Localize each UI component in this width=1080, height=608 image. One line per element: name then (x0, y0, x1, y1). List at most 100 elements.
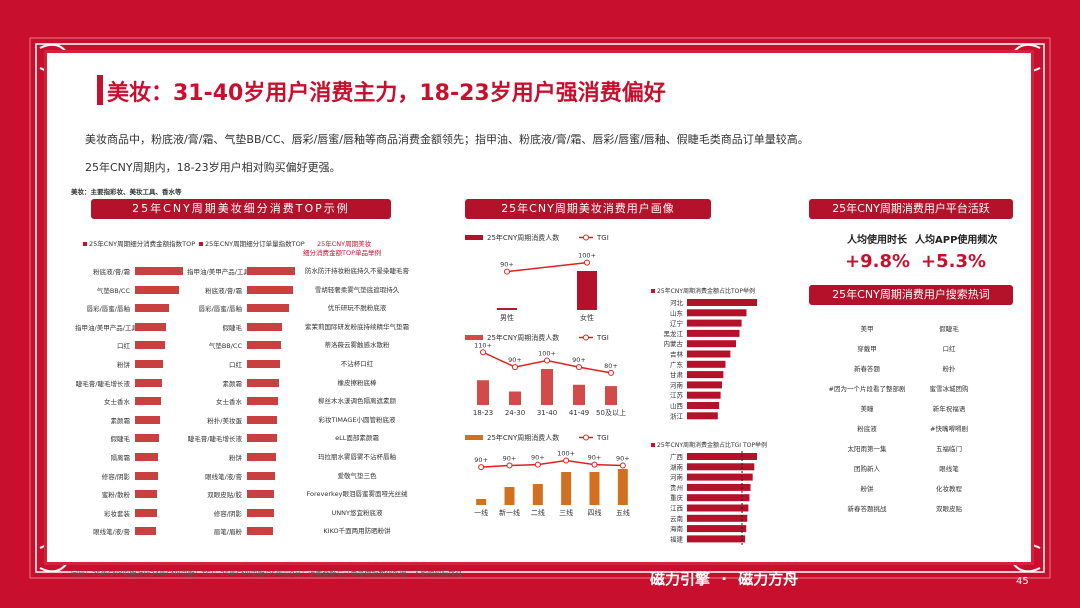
bar (247, 341, 281, 350)
bar (687, 412, 718, 420)
bar (561, 472, 572, 505)
tgi-point (563, 457, 570, 464)
bar (135, 508, 157, 517)
legend-marker (583, 334, 589, 341)
tick-label: 云南 (670, 514, 684, 523)
tgi-point (506, 462, 513, 469)
single-item: 橡皮擦粉底棒 (337, 378, 377, 387)
bar (247, 415, 278, 424)
bar-label: 睫毛膏/睫毛增长液 (75, 379, 130, 388)
data-label: 100+ (557, 450, 575, 458)
data-label: 100+ (538, 350, 556, 358)
single-item: Foreverkey眼泪唇蜜雾面哑光丝绒 (306, 490, 408, 499)
bar (687, 402, 720, 409)
legend-marker (583, 434, 589, 441)
tick-label: 山西 (670, 401, 684, 410)
page-number: 45 (1016, 576, 1029, 587)
bar-label: 气垫BB/CC (96, 286, 130, 295)
bar (687, 350, 731, 358)
single-item: 防水防汗持妆粉底持久不晕染睫毛膏 (305, 267, 409, 275)
brand-dot: · (721, 570, 727, 588)
single-item: 紫茉莉国际研发粉底持续精华气垫霜 (305, 322, 409, 331)
bar (247, 490, 275, 499)
bar (135, 397, 161, 406)
legend-swatch (651, 289, 655, 293)
single-item: UNNY悠宜粉底液 (331, 508, 383, 517)
tgi-line (481, 459, 623, 468)
section-header-left: 25年CNY周期美妆细分消费TOP示例 (91, 199, 391, 219)
legend-label: TGI (596, 334, 609, 342)
bar-label: 粉底液/膏/霜 (205, 286, 242, 295)
hot-word: 团购新人 (854, 465, 880, 473)
tick-label: 50及以上 (596, 408, 626, 417)
kpi-label-time: 人均使用时长 (847, 235, 907, 246)
tick-label: 二线 (531, 508, 545, 517)
data-label: 90+ (572, 356, 586, 364)
data-label: 90+ (500, 261, 514, 269)
hot-word: 穿戴甲 (857, 345, 877, 353)
tick-label: 18-23 (473, 409, 493, 417)
tick-label: 甘肃 (670, 370, 684, 379)
bar (687, 473, 753, 481)
bar (135, 322, 167, 331)
data-label: 80+ (604, 362, 618, 370)
single-item: 爱敬气垫三色 (337, 471, 377, 480)
bar-label: 眼线笔/液/膏 (205, 472, 242, 481)
intro-text-1: 美妆商品中，粉底液/膏/霜、气垫BB/CC、唇彩/唇蜜/唇釉等商品消费金额领先；… (85, 133, 809, 146)
hot-word: 化妆教程 (936, 485, 962, 493)
bar-label: 女士香水 (216, 398, 242, 407)
single-item: 玛拉丽水雾唇雾不沾杯唇釉 (318, 453, 396, 461)
kpi-label-freq: 人均APP使用频次 (915, 235, 998, 246)
hot-word: 假睫毛 (939, 325, 959, 333)
footer-note: 同比：25年CNY周期对比24年CNY周期；TGI：25年CNY周期/25年前9… (71, 570, 463, 578)
bar (573, 384, 585, 405)
bar (247, 360, 280, 368)
single-item: 不沾杯口红 (340, 360, 374, 368)
chart-title: 25年CNY周期消费金额占比TOP举例 (657, 287, 755, 295)
tick-label: 五线 (616, 508, 630, 517)
tgi-point (584, 259, 590, 266)
tick-label: 24-30 (505, 409, 525, 417)
slide-content: 美妆：31-40岁用户消费主力，18-23岁用户强消费偏好 美妆商品中，粉底液/… (44, 50, 1034, 578)
bar-label: 假睫毛 (222, 323, 243, 332)
single-item: 柳丝木水漾调色隔离遮素颜 (318, 397, 396, 406)
tick-label: 海南 (670, 524, 684, 533)
section-header-mid: 25年CNY周期美妆消费用户画像 (465, 199, 711, 219)
bar-label: 粉底液/膏/霜 (93, 268, 130, 276)
bar (135, 378, 162, 387)
bar-label: 睫毛膏/睫毛增长液 (187, 435, 242, 444)
bar (247, 285, 293, 294)
tick-label: 41-49 (569, 409, 589, 417)
brand-1: 磁力引擎 (650, 570, 711, 588)
data-label: 100+ (578, 252, 596, 260)
page-title: 美妆：31-40岁用户消费主力，18-23岁用户强消费偏好 (107, 81, 666, 106)
brand-2: 磁力方舟 (738, 570, 799, 588)
tick-label: 河南 (670, 380, 684, 389)
hot-word: #快嘴嘚嘚剧 (930, 425, 968, 433)
tick-label: 湖南 (670, 462, 684, 471)
hot-word: 粉扑 (942, 365, 956, 373)
bar (135, 304, 169, 313)
hot-word: 粉饼 (860, 485, 874, 493)
tgi-point (544, 357, 550, 364)
hot-word: 蜜雪冰城团购 (929, 385, 969, 393)
data-label: 90+ (616, 454, 630, 462)
tick-label: 黑龙江 (664, 329, 684, 338)
bar (687, 504, 749, 512)
legend-swatch-amount (83, 242, 87, 246)
tick-label: 广西 (670, 452, 684, 461)
legend-swatch (465, 435, 483, 440)
bar (509, 391, 521, 405)
bar (687, 463, 755, 471)
data-label: 110+ (474, 341, 492, 349)
tick-label: 山东 (670, 308, 684, 317)
bar (687, 483, 751, 491)
data-label: 90+ (588, 454, 602, 462)
bar (135, 434, 159, 443)
hot-word: 新春答题 (854, 365, 880, 373)
intro-text-2: 25年CNY周期内，18-23岁用户相对购买偏好更强。 (85, 161, 341, 174)
legend-marker (583, 234, 589, 241)
tick-label: 内蒙古 (664, 339, 684, 348)
bar (497, 308, 517, 310)
tick-label: 辽宁 (670, 319, 684, 328)
